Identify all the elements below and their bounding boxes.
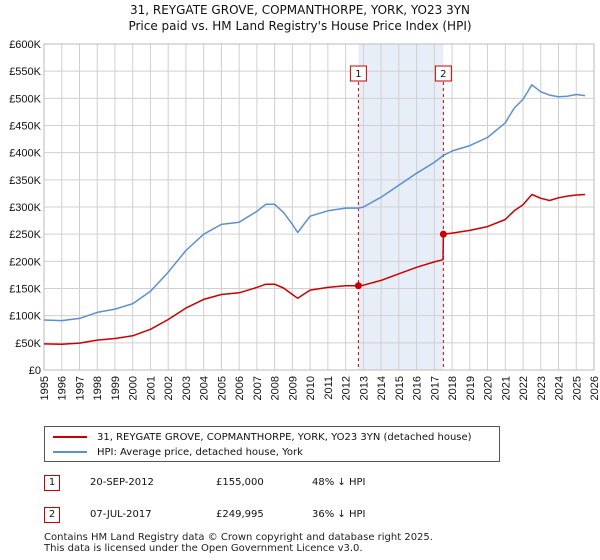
y-tick-label: £0 [29, 365, 41, 377]
sale-marker-label: 2 [440, 69, 446, 80]
x-tick-label: 2017 [429, 376, 441, 400]
x-tick-label: 2011 [323, 376, 335, 400]
x-tick-label: 2019 [465, 376, 477, 400]
x-tick-label: 2003 [181, 376, 193, 400]
price-chart: 1 2 £0 £50K £100K £150K £200K £250K £300K £350K £… [9, 39, 600, 400]
legend-red-swatch [53, 436, 87, 438]
x-tick-label: 2001 [145, 376, 157, 400]
hpi-line [43, 84, 586, 322]
x-tick-label: 2020 [483, 376, 495, 400]
footer: Contains HM Land Registry data © Crown c… [44, 532, 433, 554]
x-tick-label: 2015 [394, 376, 406, 400]
legend-hpi-label: HPI: Average price, detached house, York [97, 446, 303, 458]
legend-item-hpi: HPI: Average price, detached house, York [53, 445, 303, 459]
legend-property-label: 31, REYGATE GROVE, COPMANTHORPE, YORK, Y… [97, 431, 472, 443]
y-tick-label: £550K [9, 66, 41, 78]
sale-date: 20-SEP-2012 [90, 477, 154, 488]
x-tick-label: 1995 [39, 376, 51, 400]
title-line-1: 31, REYGATE GROVE, COPMANTHORPE, YORK, Y… [129, 3, 471, 17]
x-tick-label: 2013 [358, 376, 370, 400]
x-tick-label: 2025 [571, 376, 583, 400]
x-tick-label: 2006 [234, 376, 246, 400]
y-tick-label: £600K [9, 39, 41, 51]
legend-item-property: 31, REYGATE GROVE, COPMANTHORPE, YORK, Y… [53, 430, 472, 444]
x-tick-label: 2012 [341, 376, 353, 400]
x-tick-label: 2005 [216, 376, 228, 400]
sale-date: 07-JUL-2017 [90, 509, 152, 520]
title-line-2: Price paid vs. HM Land Registry's House … [128, 19, 472, 33]
x-tick-label: 2023 [536, 376, 548, 400]
x-tick-label: 2009 [287, 376, 299, 400]
sale-number-badge: 2 [44, 507, 60, 523]
sale-point [439, 230, 447, 238]
x-tick-label: 2010 [305, 376, 317, 400]
sale-price: £155,000 [216, 477, 264, 488]
property-price-line [43, 193, 586, 345]
x-tick-label: 1996 [57, 376, 69, 400]
y-tick-label: £300K [9, 202, 41, 214]
sale-marker-box [434, 65, 452, 82]
x-tick-label: 2008 [270, 376, 282, 400]
x-tick-label: 2014 [376, 376, 388, 400]
x-tick-label: 1999 [110, 376, 122, 400]
footer-line-1: Contains HM Land Registry data © Crown c… [44, 532, 433, 543]
plot-border [43, 43, 595, 371]
sale-marker-label: 1 [355, 69, 361, 80]
y-tick-label: £500K [9, 93, 41, 105]
chart-title: 31, REYGATE GROVE, COPMANTHORPE, YORK, Y… [0, 2, 600, 34]
x-tick-label: 2024 [554, 376, 566, 400]
sale-hpi-diff: 48% ↓ HPI [312, 477, 366, 488]
y-tick-label: £450K [9, 121, 41, 133]
footer-line-2: This data is licensed under the Open Gov… [44, 543, 363, 554]
y-tick-label: £250K [9, 229, 41, 241]
x-tick-label: 2002 [163, 376, 175, 400]
sale-number-badge: 1 [44, 475, 60, 491]
sale-hpi-diff: 36% ↓ HPI [312, 509, 366, 520]
x-tick-label: 1998 [92, 376, 104, 400]
x-tick-label: 2022 [518, 376, 530, 400]
x-tick-label: 1997 [74, 376, 86, 400]
y-tick-label: £350K [9, 175, 41, 187]
x-tick-label: 2004 [199, 376, 211, 400]
y-tick-label: £50K [15, 338, 41, 350]
y-tick-label: £150K [9, 284, 41, 296]
legend: 31, REYGATE GROVE, COPMANTHORPE, YORK, Y… [44, 426, 500, 462]
x-tick-label: 2021 [500, 376, 512, 400]
y-tick-label: £200K [9, 256, 41, 268]
legend-blue-swatch [53, 451, 87, 453]
x-tick-label: 2000 [128, 376, 140, 400]
x-tick-label: 2007 [252, 376, 264, 400]
y-tick-label: £100K [9, 311, 41, 323]
x-tick-label: 2018 [447, 376, 459, 400]
sale-point [354, 282, 362, 290]
sale-price: £249,995 [216, 509, 264, 520]
sale-marker-box [349, 65, 367, 82]
y-tick-label: £400K [9, 148, 41, 160]
x-tick-label: 2016 [412, 376, 424, 400]
x-tick-label: 2026 [589, 376, 600, 400]
